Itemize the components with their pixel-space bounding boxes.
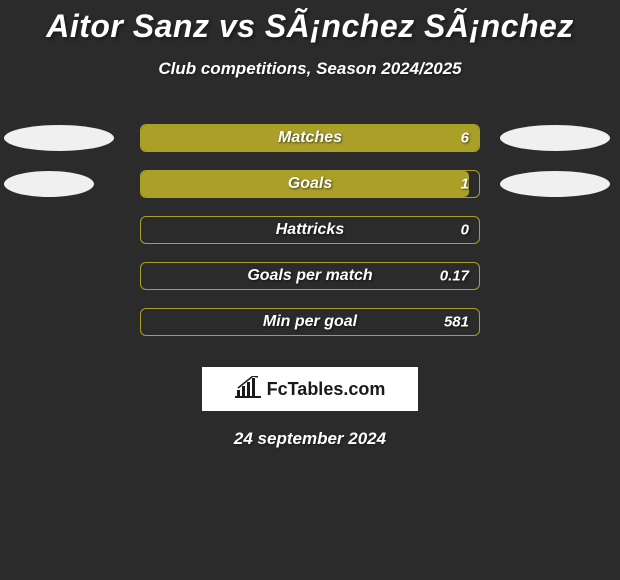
player-right-indicator <box>500 171 610 197</box>
stats-area: Matches6Goals1Hattricks0Goals per match0… <box>0 115 620 345</box>
stat-bar: Goals1 <box>140 170 480 198</box>
stat-value: 581 <box>444 314 469 331</box>
stat-bar: Matches6 <box>140 124 480 152</box>
stat-label: Goals per match <box>141 267 479 285</box>
comparison-card: Aitor Sanz vs SÃ¡nchez SÃ¡nchez Club com… <box>0 0 620 449</box>
chart-icon <box>235 376 261 403</box>
fctables-logo[interactable]: FcTables.com <box>202 367 418 411</box>
stat-row: Min per goal581 <box>0 299 620 345</box>
stat-label: Goals <box>141 175 479 193</box>
page-title: Aitor Sanz vs SÃ¡nchez SÃ¡nchez <box>0 8 620 45</box>
logo-text: FcTables.com <box>267 379 386 400</box>
stat-row: Hattricks0 <box>0 207 620 253</box>
stat-bar: Min per goal581 <box>140 308 480 336</box>
stat-bar: Goals per match0.17 <box>140 262 480 290</box>
player-right-indicator <box>500 125 610 151</box>
stat-row: Goals per match0.17 <box>0 253 620 299</box>
stat-value: 6 <box>461 130 469 147</box>
stat-bar: Hattricks0 <box>140 216 480 244</box>
stat-label: Hattricks <box>141 221 479 239</box>
date-text: 24 september 2024 <box>0 429 620 449</box>
stat-row: Matches6 <box>0 115 620 161</box>
stat-value: 0.17 <box>440 268 469 285</box>
stat-label: Matches <box>141 129 479 147</box>
stat-label: Min per goal <box>141 313 479 331</box>
player-left-indicator <box>4 171 94 197</box>
player-left-indicator <box>4 125 114 151</box>
stat-row: Goals1 <box>0 161 620 207</box>
subtitle: Club competitions, Season 2024/2025 <box>0 59 620 79</box>
stat-value: 0 <box>461 222 469 239</box>
stat-value: 1 <box>461 176 469 193</box>
